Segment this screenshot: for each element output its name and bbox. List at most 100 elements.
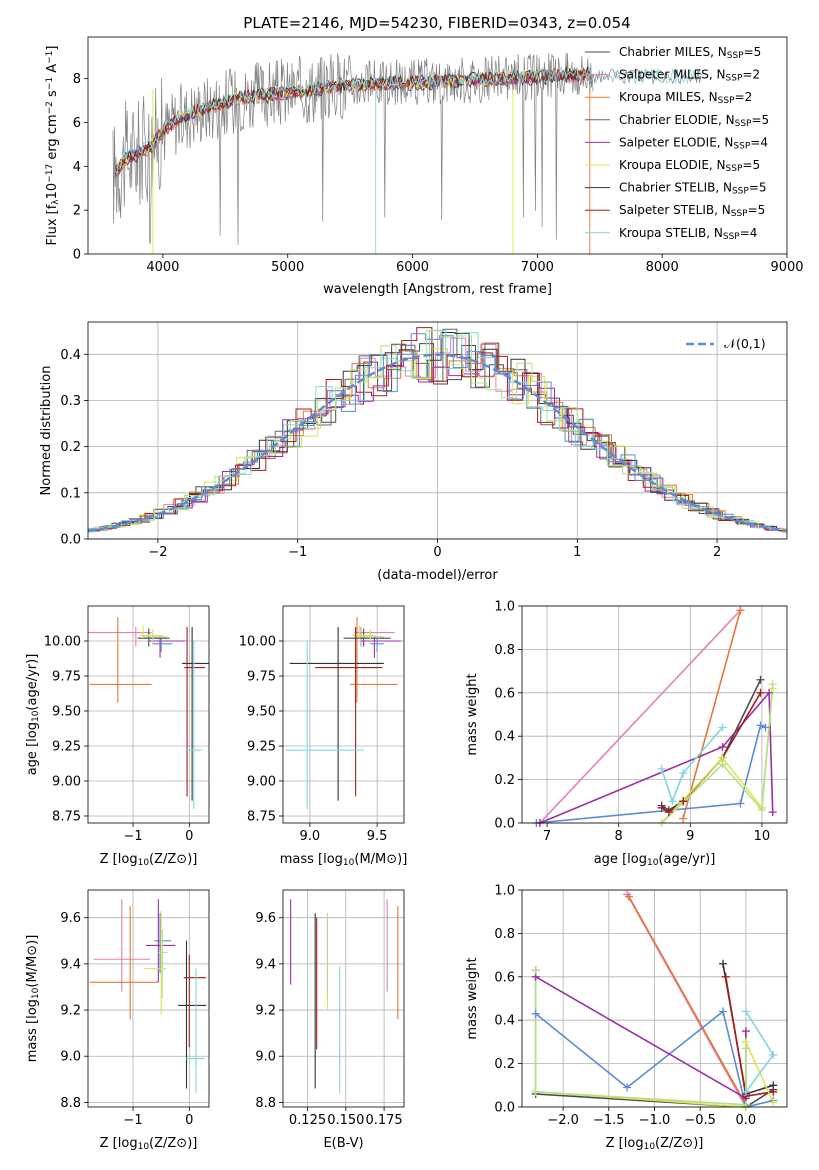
tick-label-x: 9000 — [770, 260, 803, 275]
figure-title: PLATE=2146, MJD=54230, FIBERID=0343, z=0… — [243, 14, 630, 32]
tick-label-y: 0.8 — [494, 927, 515, 942]
tick-label-x: −1.5 — [593, 1113, 625, 1128]
model-spectrum-line — [115, 65, 592, 173]
label-fragment: log — [25, 999, 40, 1019]
label-fragment: log — [624, 1136, 644, 1151]
tick-label-y: 9.75 — [247, 670, 276, 685]
axes-frame — [87, 605, 210, 824]
tick-label-y: 8.8 — [60, 1096, 81, 1111]
tick-label-y: 9.2 — [255, 1004, 276, 1019]
tick-label-x: 8 — [615, 829, 623, 844]
label-fragment: Chabrier ELODIE, N — [619, 113, 735, 127]
tick-label-y: 9.00 — [247, 775, 276, 790]
legend-entry: Chabrier ELODIE, NSSP=5 — [619, 113, 769, 129]
weight-line — [722, 963, 774, 1096]
tick-label-y: 8.8 — [255, 1096, 276, 1111]
y-axis-label: Normed distribution — [39, 366, 54, 496]
label-fragment: (age/yr)] — [25, 654, 40, 711]
y-axis-label: mass weight — [465, 957, 480, 1039]
label-fragment: (data-model)/error — [377, 568, 498, 583]
tick-label-y: 0.0 — [60, 533, 81, 548]
label-fragment: SSP — [718, 96, 735, 106]
tick-label-y: 9.2 — [60, 1004, 81, 1019]
tick-label-y: 0.0 — [494, 817, 515, 832]
label-fragment: =5 — [742, 158, 760, 172]
label-fragment: mass weight — [465, 673, 480, 755]
weight-marker — [679, 814, 688, 823]
label-fragment: mass weight — [465, 957, 480, 1039]
legend-entry: Chabrier STELIB, NSSP=5 — [619, 181, 767, 197]
tick-label-x: −2.0 — [547, 1113, 579, 1128]
normal-reference-curve — [88, 353, 785, 533]
label-fragment: 10 — [647, 858, 659, 868]
y-axis-label: Flux [fλ10−17 erg cm−2 s−1 A−1] — [45, 46, 61, 246]
tick-label-y: 9.4 — [255, 957, 276, 972]
model-spectrum-line — [115, 65, 592, 174]
label-fragment: age [ — [594, 852, 627, 867]
weight-marker — [741, 1027, 750, 1036]
weight-line — [660, 726, 724, 804]
panel-spectrum: 4000 5000 6000 7000 8000 9000 0 2 4 6 8 wavelength … — [45, 36, 804, 297]
label-fragment: SSP — [723, 232, 740, 242]
weight-marker — [741, 1100, 750, 1109]
tick-label-y: 4 — [73, 160, 81, 175]
x-axis-label: age [log10(age/yr)] — [594, 852, 716, 868]
weight-marker — [679, 797, 688, 806]
x-axis-label: Z [log10(Z/Z⊙)] — [606, 1136, 704, 1152]
weight-marker — [765, 688, 774, 697]
label-fragment: E(B-V) — [323, 1136, 363, 1151]
label-fragment: Chabrier STELIB, N — [619, 181, 732, 195]
weight-marker — [756, 675, 765, 684]
weight-marker — [719, 1007, 728, 1016]
label-fragment: (age/yr)] — [658, 852, 715, 867]
label-fragment: Salpeter MILES, N — [619, 68, 726, 82]
label-fragment: −17 — [45, 164, 55, 183]
weight-marker — [718, 760, 727, 769]
label-fragment: SSP — [727, 51, 744, 61]
weight-marker — [657, 803, 666, 812]
label-fragment: Normed distribution — [39, 366, 54, 496]
tick-label-y: 0.4 — [494, 1014, 515, 1029]
axes-frame — [87, 321, 788, 540]
axes-frame — [87, 36, 788, 255]
tick-label-x: 9 — [686, 829, 694, 844]
weight-marker — [741, 1044, 750, 1053]
label-fragment: (Z/Z⊙)] — [655, 1136, 703, 1151]
weight-marker — [657, 764, 666, 773]
model-spectrum-line — [115, 67, 592, 172]
tick-label-y: 0 — [73, 248, 81, 263]
y-axis-label: age [log10(age/yr)] — [25, 654, 41, 776]
weight-line — [539, 690, 774, 823]
label-fragment: 10 — [644, 1142, 656, 1152]
weight-marker — [768, 680, 777, 689]
weight-marker — [721, 972, 730, 981]
tick-label-y: 9.4 — [60, 957, 81, 972]
tick-label-x: −1 — [123, 1113, 142, 1128]
tick-label-y: 0.0 — [494, 1101, 515, 1116]
tick-label-x: 0.150 — [327, 1113, 364, 1128]
panel-age-mass: 9.0 9.5 8.75 9.00 9.25 9.50 9.75 10.00 mass [log… — [239, 605, 407, 868]
tick-label-x: 0 — [433, 545, 441, 560]
grid — [283, 606, 404, 823]
label-fragment: =5 — [749, 181, 767, 195]
weight-marker — [531, 966, 540, 975]
tick-label-x: 7 — [543, 829, 551, 844]
axes-frame — [521, 889, 788, 1108]
tick-label-y: 9.75 — [52, 670, 81, 685]
residual-histogram — [88, 330, 787, 533]
plot-area — [285, 617, 402, 809]
plot-area — [89, 899, 207, 1094]
residual-histogram — [88, 329, 787, 533]
label-fragment: λ — [51, 199, 61, 205]
panel-mass-ebv: 0.125 0.150 0.175 8.8 9.0 9.2 9.4 9.6 E(B-V) — [255, 889, 405, 1151]
label-fragment: log — [25, 722, 40, 742]
tick-label-x: 9.5 — [367, 829, 388, 844]
label-fragment: 10 — [45, 183, 60, 200]
tick-label-y: 9.0 — [60, 1050, 81, 1065]
label-fragment: mass [ — [25, 1019, 40, 1062]
label-fragment: Kroupa ELODIE, N — [619, 158, 726, 172]
weight-line — [628, 896, 747, 1106]
label-fragment: =5 — [751, 113, 769, 127]
label-fragment: =2 — [742, 68, 760, 82]
